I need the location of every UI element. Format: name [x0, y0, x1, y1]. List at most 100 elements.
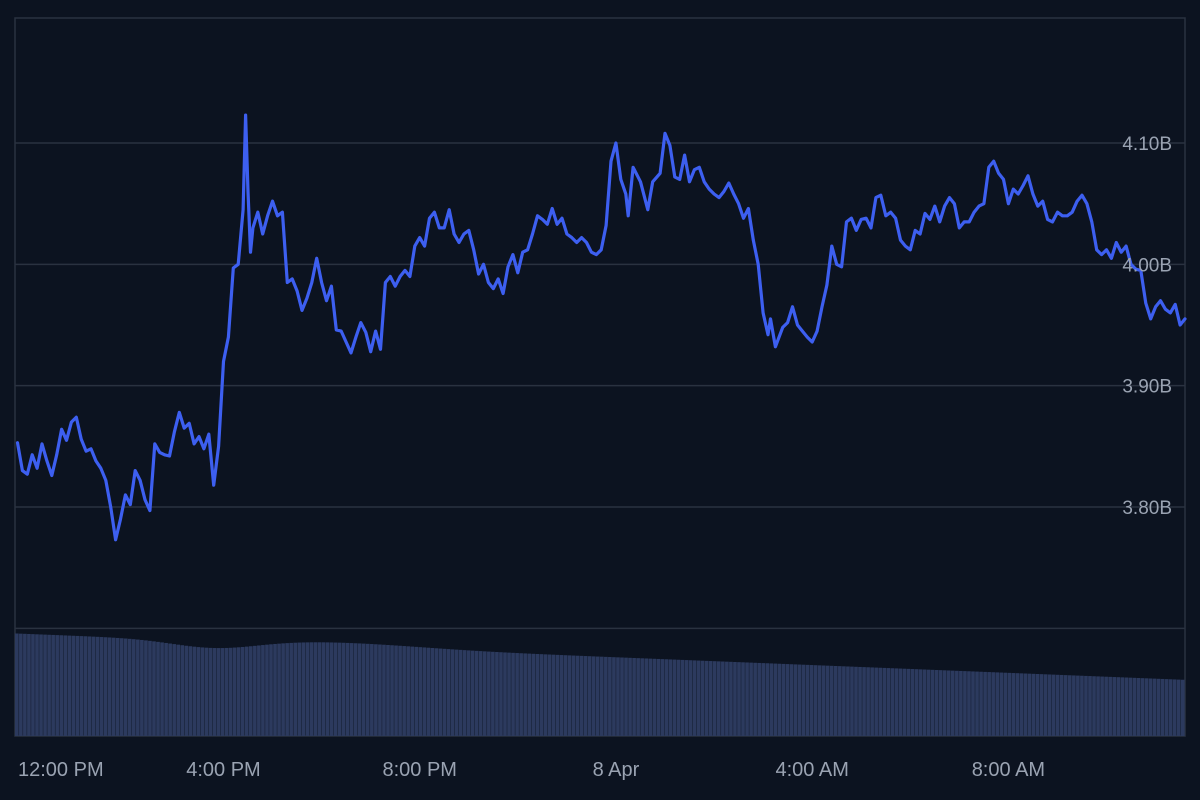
volume-bar: [805, 664, 810, 736]
x-tick-label: 4:00 PM: [186, 759, 260, 781]
volume-bar: [51, 634, 55, 736]
volume-bar: [551, 654, 556, 736]
volume-bar: [442, 648, 447, 736]
volume-bar: [361, 643, 366, 736]
volume-bar: [208, 647, 213, 736]
volume-bar: [971, 671, 975, 736]
volume-bar: [325, 642, 330, 736]
volume-bar: [353, 643, 358, 736]
x-tick-label: 8:00 PM: [382, 759, 456, 781]
volume-bar: [515, 653, 519, 736]
volume-bar: [579, 655, 584, 736]
volume-bar: [462, 650, 467, 736]
volume-bar: [902, 668, 907, 736]
volume-bar: [575, 655, 580, 736]
volume-bar: [99, 637, 104, 736]
volume-bar: [942, 670, 947, 736]
volume-bar: [680, 659, 685, 736]
volume-bar: [878, 667, 883, 736]
volume-bar: [87, 636, 92, 736]
volume-bar: [168, 643, 172, 736]
volume-bar: [1108, 676, 1112, 736]
volume-bar: [127, 638, 132, 736]
volume-bar: [1015, 673, 1020, 736]
volume-bar: [450, 649, 455, 736]
volume-bar: [269, 644, 273, 736]
volume-bar: [769, 663, 774, 736]
volume-bar: [527, 653, 532, 736]
volume-bar: [785, 664, 790, 736]
volume-bar: [983, 671, 987, 736]
volume-bar: [721, 661, 725, 736]
volume-bar: [1088, 676, 1092, 736]
volume-bar: [749, 662, 753, 736]
volume-bar: [378, 644, 382, 736]
volume-bar: [1116, 677, 1121, 736]
volume-bar: [1136, 677, 1141, 736]
volume-bar: [136, 639, 140, 736]
volume-bar: [733, 661, 737, 736]
volume-bar: [466, 650, 471, 736]
volume-bar: [132, 639, 136, 736]
volume-bar: [1076, 675, 1080, 736]
volume-bar: [1027, 673, 1032, 736]
volume-bar: [757, 662, 761, 736]
volume-bar: [644, 658, 649, 736]
volume-bar: [567, 655, 572, 736]
volume-bar: [813, 665, 818, 736]
volume-bar: [115, 637, 120, 736]
volume-bar: [987, 672, 991, 736]
volume-bar: [273, 643, 277, 736]
volume-bar: [111, 637, 116, 736]
volume-bar: [809, 665, 814, 736]
volume-bar: [390, 645, 394, 736]
volume-bar: [975, 671, 979, 736]
volume-bar: [934, 669, 939, 736]
volume-bar: [374, 644, 378, 736]
volume-bar: [817, 665, 822, 736]
volume-bar: [446, 649, 451, 736]
volume-bar: [1023, 673, 1028, 736]
volume-bar: [866, 667, 870, 736]
volume-bar: [821, 665, 826, 736]
volume-bar: [192, 646, 197, 736]
volume-bar: [200, 647, 205, 736]
volume-bar: [842, 666, 846, 736]
volume-bar: [1051, 674, 1056, 736]
volume-bar: [874, 667, 878, 736]
x-tick-label: 8 Apr: [593, 759, 640, 781]
volume-bar: [838, 666, 842, 736]
volume-bar: [882, 667, 887, 736]
grid-lines: [15, 142, 1185, 630]
volume-bar: [309, 642, 314, 736]
volume-bar: [967, 671, 971, 736]
volume-bar: [922, 669, 927, 736]
volume-bar: [406, 646, 410, 736]
volume-bar: [745, 662, 749, 736]
volume-bar: [1039, 674, 1044, 736]
volume-bar: [753, 662, 757, 736]
x-tick-label: 8:00 AM: [972, 759, 1045, 781]
volume-bar: [478, 651, 483, 736]
volume-bar: [591, 656, 596, 736]
y-tick-label: 4.10B: [1122, 134, 1172, 155]
volume-bar: [850, 666, 854, 736]
volume-bar: [1180, 679, 1185, 736]
price-line-layer: [15, 113, 1187, 542]
volume-bar: [386, 644, 390, 736]
volume-bar: [930, 669, 935, 736]
volume-bar: [1112, 677, 1117, 736]
volume-bar: [1068, 675, 1072, 736]
volume-bar: [717, 661, 721, 736]
volume-bar: [648, 658, 653, 736]
volume-bar: [1144, 678, 1149, 736]
y-tick-label: 4.00B: [1122, 255, 1172, 276]
volume-bar: [854, 666, 858, 736]
volume-bar: [555, 654, 560, 736]
volume-bar: [1007, 672, 1012, 736]
volume-bar: [349, 643, 354, 736]
volume-bar: [491, 651, 495, 736]
volume-bar: [1164, 679, 1169, 736]
volume-bar: [712, 661, 717, 736]
volume-bar: [301, 642, 306, 736]
